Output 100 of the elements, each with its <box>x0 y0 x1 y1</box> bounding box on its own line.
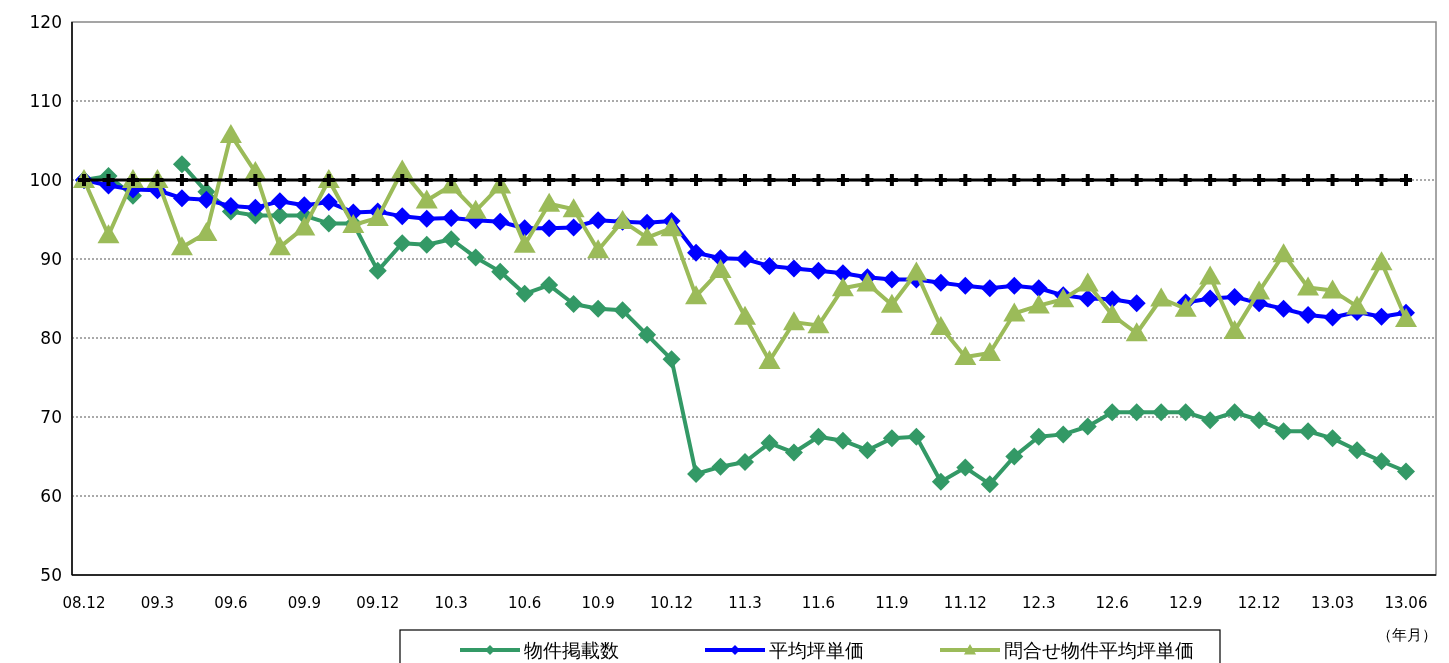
point <box>882 270 901 289</box>
point <box>734 305 756 325</box>
point <box>564 218 583 237</box>
point <box>466 248 485 267</box>
point <box>587 239 610 259</box>
point <box>1078 289 1097 308</box>
point <box>418 172 435 188</box>
point <box>1076 272 1099 292</box>
point <box>172 155 191 174</box>
point <box>1250 411 1269 430</box>
point <box>1127 403 1146 422</box>
point <box>589 299 608 318</box>
point <box>905 261 928 281</box>
point <box>687 464 706 483</box>
point <box>1005 447 1024 466</box>
x-tick-label: 09.9 <box>287 594 322 612</box>
point <box>1201 411 1220 430</box>
point <box>417 235 436 254</box>
point <box>954 345 977 365</box>
x-tick-label: 08.12 <box>62 594 106 612</box>
x-tick-label: 12.3 <box>1022 594 1056 612</box>
point <box>711 457 730 476</box>
point <box>221 197 240 216</box>
y-tick-label: 50 <box>40 565 62 585</box>
point <box>515 284 534 303</box>
point <box>1248 280 1271 300</box>
point <box>247 172 264 188</box>
point <box>882 429 901 448</box>
point <box>1251 172 1268 188</box>
point <box>492 172 509 188</box>
point <box>687 243 706 262</box>
point <box>931 273 950 292</box>
point <box>1201 289 1220 308</box>
point <box>172 189 191 208</box>
point <box>712 172 729 188</box>
point <box>638 213 657 232</box>
point <box>810 172 827 188</box>
x-tick-label: 11.12 <box>943 594 987 612</box>
y-tick-label: 120 <box>29 12 62 32</box>
x-tick-label: 10.3 <box>434 594 468 612</box>
point <box>366 206 389 226</box>
point <box>271 172 288 188</box>
x-tick-label: 13.06 <box>1384 594 1428 612</box>
point <box>319 214 338 233</box>
point <box>268 236 291 256</box>
point <box>981 172 998 188</box>
point <box>1003 302 1026 322</box>
point <box>467 172 484 188</box>
point <box>1274 422 1293 441</box>
point <box>978 342 1001 362</box>
point <box>614 172 631 188</box>
point <box>1275 172 1292 188</box>
legend-label: 平均坪単価 <box>769 639 864 661</box>
point <box>369 172 386 188</box>
point <box>758 349 781 369</box>
point <box>760 434 779 453</box>
point <box>513 233 536 253</box>
point <box>1323 308 1342 327</box>
point <box>1079 172 1096 188</box>
point <box>1027 294 1050 314</box>
y-tick-label: 110 <box>29 91 62 111</box>
point <box>1128 172 1145 188</box>
point <box>368 261 387 280</box>
point <box>1370 251 1393 271</box>
point <box>464 199 487 219</box>
x-tick-label: 09.12 <box>356 594 400 612</box>
point <box>1346 295 1369 315</box>
point <box>883 172 900 188</box>
point <box>760 257 779 276</box>
point <box>931 472 950 491</box>
point <box>956 458 975 477</box>
point <box>540 276 559 295</box>
point <box>685 285 708 305</box>
point <box>834 172 851 188</box>
point <box>442 230 461 249</box>
point <box>1199 265 1222 285</box>
point <box>1005 276 1024 295</box>
point <box>1103 403 1122 422</box>
point <box>197 190 216 209</box>
x-tick-label: 09.3 <box>140 594 175 612</box>
point <box>565 172 582 188</box>
point <box>1176 403 1195 422</box>
point <box>809 427 828 446</box>
y-tick-label: 100 <box>29 170 62 190</box>
point <box>562 198 585 218</box>
point <box>1297 276 1320 296</box>
y-tick-label: 70 <box>40 407 62 427</box>
point <box>663 172 680 188</box>
point <box>1272 243 1295 263</box>
point <box>1225 403 1244 422</box>
point <box>538 192 561 212</box>
point <box>736 250 754 268</box>
point <box>415 189 438 209</box>
point <box>541 172 558 188</box>
point <box>1153 172 1170 188</box>
point <box>784 259 803 278</box>
point <box>564 295 583 314</box>
point <box>980 279 999 298</box>
point <box>1223 319 1246 339</box>
point <box>737 172 753 188</box>
